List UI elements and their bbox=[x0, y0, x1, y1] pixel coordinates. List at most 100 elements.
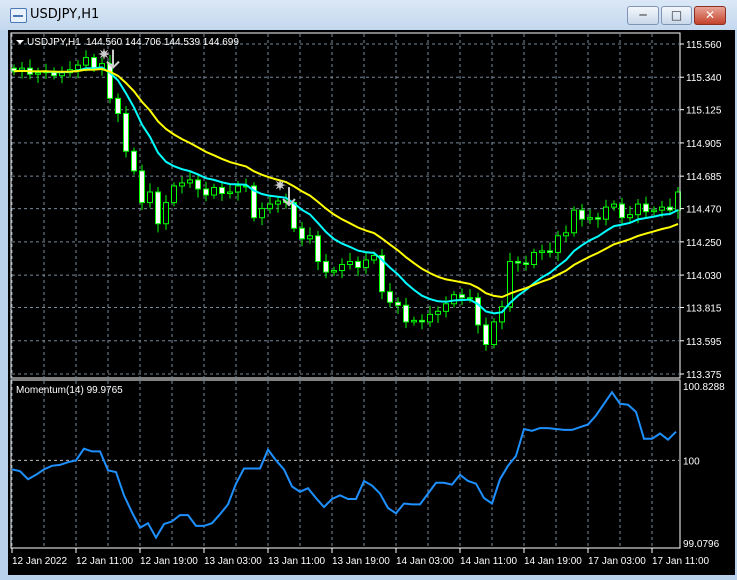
momentum-tick-label: 99.0796 bbox=[683, 539, 720, 550]
momentum-title: Momentum(14) 99.9765 bbox=[16, 385, 123, 396]
star-down-arrow-icon bbox=[98, 48, 120, 70]
star-icon bbox=[274, 179, 286, 192]
candle-body bbox=[395, 301, 401, 306]
candle-body bbox=[179, 182, 185, 187]
candle-body bbox=[107, 63, 113, 99]
down-arrow-icon bbox=[106, 49, 120, 70]
header-ohlc: 144.560 144.706 144.539 144.699 bbox=[86, 37, 239, 48]
candle-body bbox=[251, 185, 257, 219]
candle-body bbox=[203, 188, 209, 196]
candle-body bbox=[235, 185, 241, 193]
candle-body bbox=[75, 64, 81, 71]
candle-body bbox=[371, 254, 377, 261]
candle-body bbox=[307, 235, 313, 240]
candle-body bbox=[659, 206, 665, 211]
candle-body bbox=[171, 185, 177, 204]
candle-body bbox=[347, 260, 353, 266]
star-down-arrow-icon bbox=[274, 179, 296, 207]
down-arrow-icon bbox=[282, 187, 296, 207]
candle-body bbox=[443, 303, 449, 312]
candle-body bbox=[195, 179, 201, 190]
candle-body bbox=[267, 203, 273, 210]
close-button[interactable]: ✕ bbox=[694, 6, 726, 25]
candle-body bbox=[211, 186, 217, 196]
candle-body bbox=[219, 186, 225, 195]
candle-body bbox=[259, 208, 265, 219]
window-title-bar[interactable]: USDJPY,H1 ─ □ ✕ bbox=[0, 0, 737, 30]
main-pane-border bbox=[10, 32, 681, 379]
candle-body bbox=[163, 202, 169, 225]
close-icon: ✕ bbox=[704, 8, 716, 22]
candle-body bbox=[83, 57, 89, 66]
time-tick-label: 17 Jan 03:00 bbox=[588, 556, 646, 567]
candle-body bbox=[507, 260, 513, 308]
candle-body bbox=[387, 291, 393, 303]
time-tick-label: 13 Jan 11:00 bbox=[268, 556, 326, 567]
time-tick-label: 13 Jan 03:00 bbox=[204, 556, 262, 567]
candle-body bbox=[139, 170, 145, 204]
price-tick-label: 115.560 bbox=[686, 40, 722, 51]
candle-body bbox=[451, 294, 457, 305]
candle-body bbox=[515, 260, 521, 264]
maximize-button[interactable]: □ bbox=[661, 6, 692, 25]
candle-body bbox=[619, 203, 625, 219]
candle-body bbox=[323, 260, 329, 273]
candle-body bbox=[547, 250, 553, 253]
price-tick-label: 113.595 bbox=[686, 337, 722, 348]
candle-body bbox=[227, 191, 233, 195]
candle-body bbox=[579, 209, 585, 220]
momentum-pane-border bbox=[10, 379, 681, 549]
time-tick-label: 14 Jan 03:00 bbox=[396, 556, 454, 567]
candle-body bbox=[499, 306, 505, 323]
candle-body bbox=[131, 150, 137, 172]
candle-body bbox=[627, 214, 633, 219]
candle-body bbox=[427, 313, 433, 323]
candle-body bbox=[563, 232, 569, 237]
candle-body bbox=[35, 72, 41, 75]
candle-body bbox=[331, 270, 337, 273]
candle-body bbox=[475, 297, 481, 326]
candle-body bbox=[635, 203, 641, 216]
candle-body bbox=[419, 319, 425, 323]
minimize-icon: ─ bbox=[639, 8, 647, 22]
ma-slow-line bbox=[13, 67, 679, 299]
candle-body bbox=[299, 227, 305, 240]
candle-body bbox=[147, 191, 153, 204]
candle-body bbox=[643, 203, 649, 213]
candle-body bbox=[187, 179, 193, 184]
time-tick-label: 14 Jan 11:00 bbox=[460, 556, 518, 567]
candle-body bbox=[315, 235, 321, 262]
candle-body bbox=[435, 310, 441, 315]
candle-body bbox=[355, 260, 361, 269]
axes: 115.560 115.340 115.125 114.905 114.685 114.4… bbox=[11, 40, 725, 567]
candle-body bbox=[459, 294, 465, 299]
window-title: USDJPY,H1 bbox=[30, 7, 100, 22]
time-tick-label: 12 Jan 11:00 bbox=[76, 556, 134, 567]
time-tick-label: 12 Jan 2022 bbox=[12, 556, 67, 567]
candle-body bbox=[555, 235, 561, 253]
candle-body bbox=[523, 262, 529, 266]
collapse-triangle-icon[interactable] bbox=[16, 40, 24, 44]
candle-body bbox=[603, 206, 609, 220]
price-tick-label: 114.685 bbox=[686, 172, 722, 183]
star-icon bbox=[98, 48, 110, 60]
candle-body bbox=[667, 206, 673, 211]
candle-body bbox=[483, 324, 489, 346]
momentum-line bbox=[11, 390, 677, 540]
minimize-button[interactable]: ─ bbox=[627, 6, 659, 25]
signals bbox=[98, 48, 296, 207]
maximize-icon: □ bbox=[670, 8, 683, 22]
time-tick-label: 17 Jan 11:00 bbox=[652, 556, 710, 567]
price-tick-label: 114.470 bbox=[686, 205, 722, 216]
candle-body bbox=[651, 209, 657, 213]
price-tick-label: 113.375 bbox=[686, 370, 722, 381]
price-tick-label: 114.905 bbox=[686, 139, 722, 150]
momentum-tick-label: 100 bbox=[683, 456, 700, 467]
time-tick-label: 14 Jan 19:00 bbox=[524, 556, 582, 567]
candle-body bbox=[115, 97, 121, 114]
candle-body bbox=[587, 217, 593, 220]
candle-body bbox=[531, 251, 537, 266]
candle-body bbox=[595, 217, 601, 220]
ma-fast-line bbox=[13, 66, 679, 315]
